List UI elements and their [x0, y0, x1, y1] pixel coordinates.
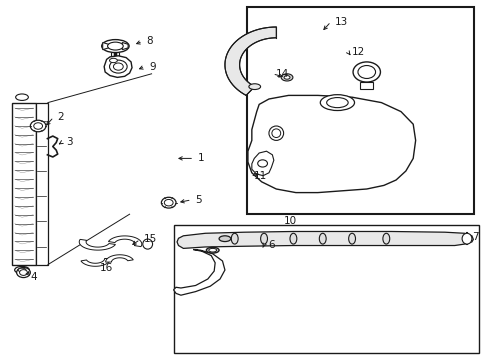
Ellipse shape — [142, 239, 152, 249]
Ellipse shape — [289, 233, 296, 244]
Ellipse shape — [257, 160, 267, 167]
Ellipse shape — [164, 199, 173, 206]
Text: 14: 14 — [276, 69, 289, 79]
Polygon shape — [224, 27, 276, 95]
Ellipse shape — [271, 129, 280, 138]
Polygon shape — [108, 236, 142, 247]
Ellipse shape — [382, 233, 389, 244]
Ellipse shape — [206, 247, 219, 253]
Polygon shape — [79, 239, 115, 250]
Text: 8: 8 — [146, 36, 153, 46]
Ellipse shape — [320, 95, 354, 111]
Text: 16: 16 — [100, 263, 113, 273]
Ellipse shape — [326, 98, 347, 108]
Ellipse shape — [17, 267, 30, 278]
Text: 11: 11 — [254, 171, 267, 181]
Text: 10: 10 — [283, 216, 296, 226]
Ellipse shape — [102, 40, 129, 53]
Bar — [12, 103, 36, 265]
Bar — [360, 82, 372, 89]
Ellipse shape — [319, 233, 325, 244]
Ellipse shape — [357, 66, 375, 78]
Bar — [36, 103, 48, 265]
Text: 12: 12 — [351, 47, 365, 57]
Text: 2: 2 — [58, 112, 64, 122]
Text: 7: 7 — [471, 232, 478, 242]
Text: 15: 15 — [144, 234, 157, 244]
Ellipse shape — [113, 63, 123, 70]
Ellipse shape — [161, 197, 176, 208]
Ellipse shape — [34, 123, 42, 129]
Ellipse shape — [260, 233, 267, 244]
Polygon shape — [102, 42, 108, 50]
Text: 6: 6 — [267, 240, 274, 250]
Ellipse shape — [208, 248, 216, 252]
Ellipse shape — [348, 233, 355, 244]
Ellipse shape — [352, 62, 380, 82]
Ellipse shape — [15, 266, 29, 274]
Ellipse shape — [281, 74, 292, 81]
Polygon shape — [81, 258, 110, 266]
Text: 9: 9 — [149, 62, 156, 72]
Bar — [173, 225, 478, 353]
Ellipse shape — [231, 233, 238, 244]
Ellipse shape — [107, 42, 123, 50]
Ellipse shape — [268, 126, 283, 140]
Text: 1: 1 — [198, 153, 204, 163]
Bar — [246, 7, 473, 214]
Ellipse shape — [461, 233, 471, 244]
Polygon shape — [105, 255, 133, 262]
Ellipse shape — [20, 270, 27, 275]
Polygon shape — [251, 151, 273, 176]
Ellipse shape — [284, 76, 289, 79]
Ellipse shape — [248, 84, 260, 90]
Polygon shape — [177, 231, 472, 248]
Ellipse shape — [109, 58, 117, 63]
Ellipse shape — [16, 94, 28, 100]
Ellipse shape — [109, 60, 127, 73]
Text: 3: 3 — [66, 137, 73, 147]
Text: 13: 13 — [334, 17, 347, 27]
Ellipse shape — [219, 236, 230, 242]
Ellipse shape — [18, 268, 26, 272]
Polygon shape — [247, 95, 415, 193]
Text: 4: 4 — [30, 272, 37, 282]
Ellipse shape — [30, 120, 46, 132]
Polygon shape — [173, 249, 224, 295]
Polygon shape — [122, 42, 128, 50]
Polygon shape — [104, 56, 132, 77]
Text: 5: 5 — [195, 195, 202, 205]
